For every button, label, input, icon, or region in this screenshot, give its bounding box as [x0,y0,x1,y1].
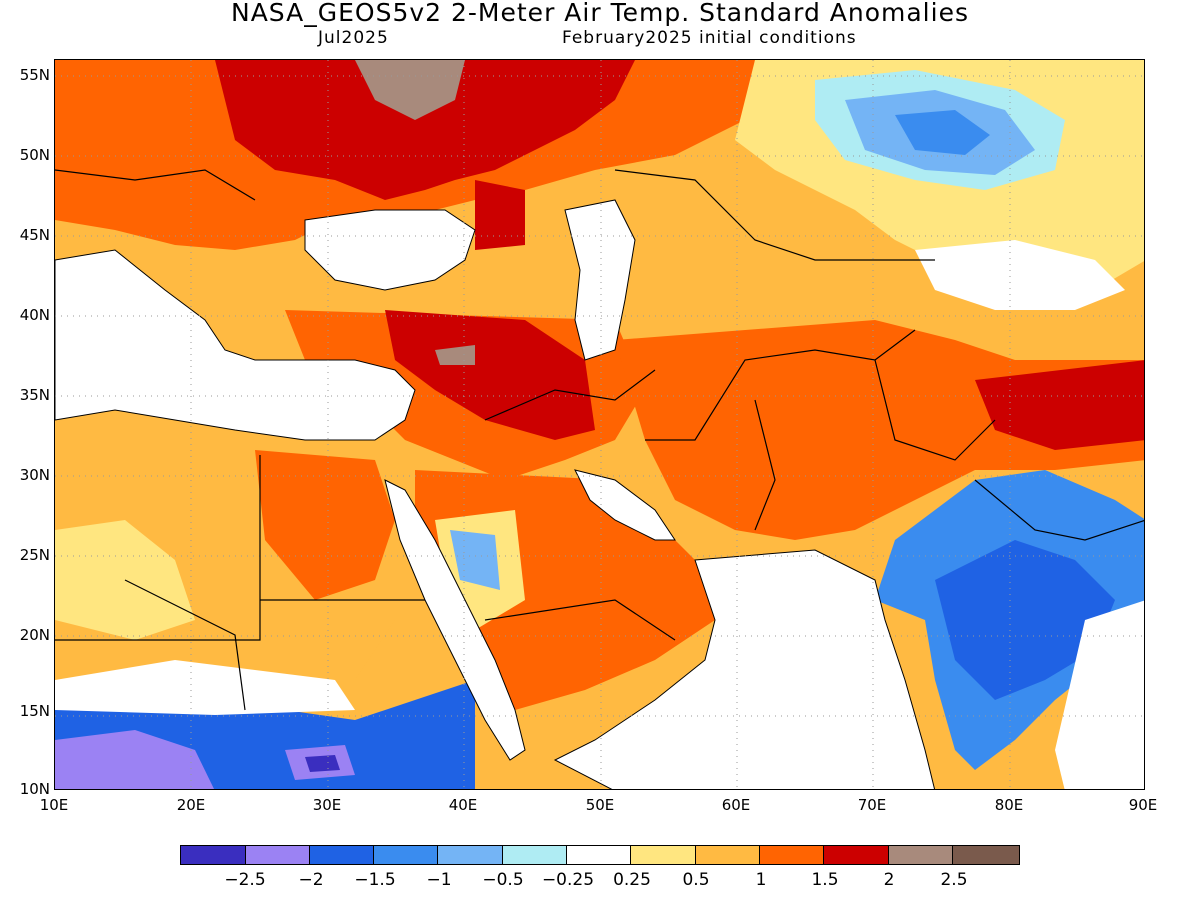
bay-of-bengal [1055,600,1144,789]
anomaly-tibet [975,360,1144,450]
lon-label-20e: 20E [176,796,206,814]
colorbar-swatch-11 [823,845,888,865]
caspian-sea [564,199,636,361]
anomaly-russia-max [355,60,465,120]
colorbar-swatch-13 [952,845,1020,865]
colorbar-swatch-2 [245,845,309,865]
lon-label-40e: 40E [448,796,478,814]
forecast-month: Jul2025 [318,28,389,48]
colorbar-label: 2.5 [940,870,968,890]
lon-label-30e: 30E [312,796,342,814]
colorbar-label: 0.25 [613,870,651,890]
lon-label-80e: 80E [994,796,1024,814]
colorbar-label: 1 [755,870,767,890]
anomaly-iran-pakistan [615,320,1144,540]
anomaly-hejaz-cool [450,530,500,590]
anomaly-volga [475,180,525,250]
colorbar-label: −0.25 [541,870,595,890]
map-title: NASA_GEOS5v2 2-Meter Air Temp. Standard … [231,0,969,27]
colorbar-swatch-4 [373,845,437,865]
persian-gulf [574,469,676,541]
lon-label-70e: 70E [857,796,887,814]
map-canvas [55,60,1144,789]
black-sea [304,209,476,291]
colorbar-label: 2 [883,870,895,890]
lat-label-15n: 15N [19,702,50,720]
colorbar-label: 1.5 [811,870,839,890]
lat-label-55n: 55N [19,66,50,84]
lon-label-90e: 90E [1128,796,1158,814]
colorbar-label: 0.5 [682,870,710,890]
anomaly-sudan-coldest [305,755,340,772]
mediterranean-sea [55,249,416,441]
lon-label-10e: 10E [39,796,69,814]
anomaly-syria-max [435,345,475,365]
lat-label-40n: 40N [19,306,50,324]
colorbar-swatch-3 [309,845,373,865]
colorbar-swatch-5 [437,845,502,865]
colorbar-label: −2 [298,870,324,890]
anomaly-kazakhstan-core [895,110,990,155]
lat-label-35n: 35N [19,386,50,404]
lat-label-25n: 25N [19,546,50,564]
lat-label-10n: 10N [19,780,50,798]
country-borders [55,169,1144,711]
lat-label-45n: 45N [19,226,50,244]
lon-label-50e: 50E [585,796,615,814]
anomaly-iraq-syria [385,310,595,440]
colorbar-swatch-12 [888,845,952,865]
colorbar-label: −2.5 [224,870,266,890]
colorbar-label: −0.5 [482,870,524,890]
colorbar-swatch-6 [502,845,566,865]
anomaly-ukraine [215,60,635,200]
arabian-sea [553,549,936,789]
anomaly-xinjiang-neutral [915,240,1125,310]
colorbar-swatch-8 [630,845,695,865]
colorbar-swatch-10 [759,845,823,865]
colorbar-swatch-1 [180,845,245,865]
lat-label-50n: 50N [19,146,50,164]
colorbar-label: −1.5 [354,870,396,890]
lon-label-60e: 60E [721,796,751,814]
anomaly-sahel-neutral [55,660,355,715]
colorbar-swatch-7 [566,845,630,865]
anomaly-map [54,59,1145,790]
colorbar-swatch-9 [695,845,759,865]
anomaly-egypt [255,450,395,600]
initial-conditions: February2025 initial conditions [562,28,857,48]
anomaly-sahel-cold [55,730,215,789]
colorbar-label: −1 [426,870,452,890]
lat-label-30n: 30N [19,466,50,484]
lat-label-20n: 20N [19,626,50,644]
anomaly-india-core [935,540,1115,700]
